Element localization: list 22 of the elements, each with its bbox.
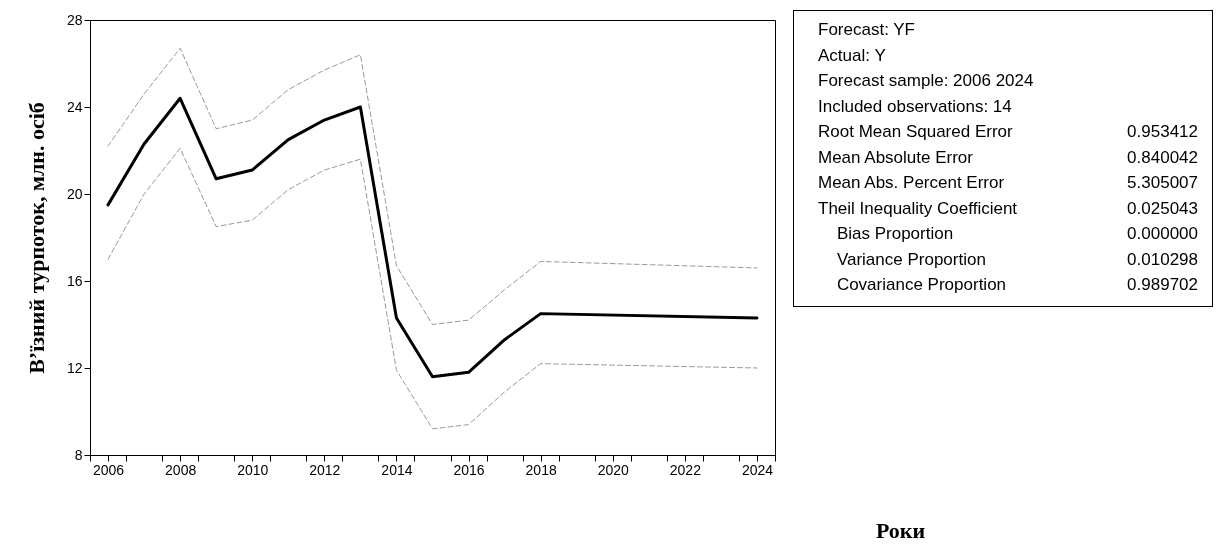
line-series: [106, 96, 759, 379]
y-axis-title: В’їзний турпоток, млн. осіб: [23, 102, 49, 374]
x-tick-label: 2024: [741, 461, 774, 478]
x-tick-label: 2016: [453, 461, 485, 478]
line-series: [107, 47, 758, 325]
x-tick-label: 2014: [381, 461, 413, 478]
x-tick-label: 2010: [237, 461, 269, 478]
y-tick-label: 8: [74, 446, 83, 463]
y-tick-label: 16: [66, 272, 83, 289]
y-tick-label: 28: [66, 11, 83, 28]
x-tick-label: 2006: [92, 461, 125, 478]
x-axis-title: Роки: [875, 517, 926, 543]
x-tick-label: 2018: [525, 461, 557, 478]
y-tick-label: 20: [66, 185, 83, 202]
line-series: [107, 147, 758, 430]
x-tick-label: 2022: [669, 461, 702, 478]
y-tick-label: 12: [66, 359, 83, 376]
x-tick-label: 2012: [309, 461, 341, 478]
statistics-box: Forecast: YF Actual: Y Forecast sample: 2006 2024 Included observations: 14 Root Mean Squared Error 0.953412 Mean Absolute Error 0.840042 Mean Abs. Percent Error 5.305007 Theil Inequality Coefficient 0.025043 Bias Proportion 0.000000 Variance Proportion 0.010298 Covariance Proportion 0.989702: [793, 10, 1213, 307]
y-tick-label: 24: [66, 98, 83, 115]
x-tick-label: 2020: [597, 461, 630, 478]
x-tick-label: 2008: [165, 461, 197, 478]
